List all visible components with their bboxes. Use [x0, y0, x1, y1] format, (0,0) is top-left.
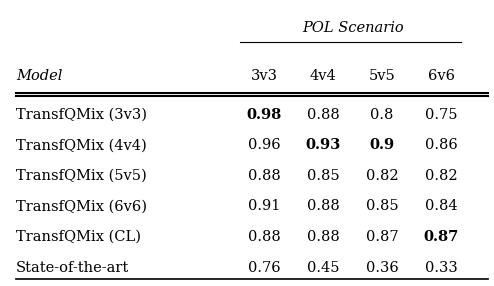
Text: TransfQMix (3v3): TransfQMix (3v3) [16, 108, 147, 122]
Text: 0.76: 0.76 [248, 261, 281, 275]
Text: 0.82: 0.82 [366, 169, 398, 183]
Text: TransfQMix (CL): TransfQMix (CL) [16, 230, 141, 244]
Text: 0.75: 0.75 [425, 108, 457, 122]
Text: 0.82: 0.82 [425, 169, 457, 183]
Text: 3v3: 3v3 [250, 69, 278, 83]
Text: 0.88: 0.88 [307, 108, 339, 122]
Text: 0.84: 0.84 [425, 199, 457, 213]
Text: TransfQMix (6v6): TransfQMix (6v6) [16, 199, 147, 213]
Text: TransfQMix (4v4): TransfQMix (4v4) [16, 138, 147, 152]
Text: POL Scenario: POL Scenario [302, 21, 404, 35]
Text: 5v5: 5v5 [369, 69, 396, 83]
Text: 0.88: 0.88 [248, 230, 281, 244]
Text: 4v4: 4v4 [310, 69, 336, 83]
Text: TransfQMix (5v5): TransfQMix (5v5) [16, 169, 147, 183]
Text: 0.8: 0.8 [370, 108, 394, 122]
Text: 0.88: 0.88 [307, 230, 339, 244]
Text: 0.87: 0.87 [423, 230, 458, 244]
Text: 6v6: 6v6 [427, 69, 454, 83]
Text: 0.87: 0.87 [366, 230, 398, 244]
Text: 0.85: 0.85 [366, 199, 398, 213]
Text: 0.9: 0.9 [370, 138, 395, 152]
Text: 0.96: 0.96 [248, 138, 281, 152]
Text: 0.85: 0.85 [307, 169, 339, 183]
Text: Model: Model [16, 69, 63, 83]
Text: 0.86: 0.86 [425, 138, 457, 152]
Text: 0.45: 0.45 [307, 261, 339, 275]
Text: 0.91: 0.91 [248, 199, 281, 213]
Text: 0.88: 0.88 [248, 169, 281, 183]
Text: 0.98: 0.98 [247, 108, 282, 122]
Text: 0.88: 0.88 [307, 199, 339, 213]
Text: State-of-the-art: State-of-the-art [16, 261, 129, 275]
Text: 0.93: 0.93 [305, 138, 341, 152]
Text: 0.33: 0.33 [425, 261, 457, 275]
Text: 0.36: 0.36 [366, 261, 399, 275]
